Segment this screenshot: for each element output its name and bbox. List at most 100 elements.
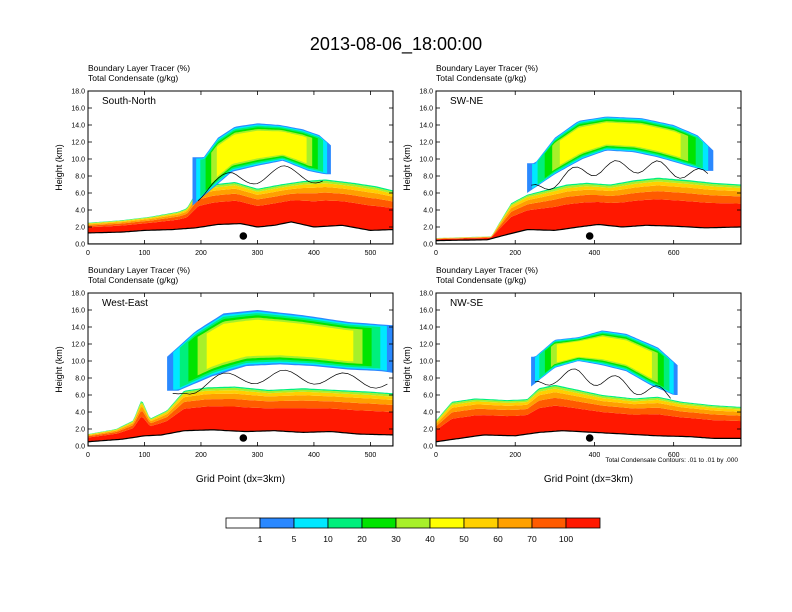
panel-nw-se: 0.0 2.0 4.0 6.0 8.0 10.0 12.0 14.0 16.0 18.0 0 200 4… xyxy=(402,265,742,485)
panel-west-east: 0.0 2.0 4.0 6.0 8.0 10.0 12.0 14.0 16.0 18.0 0 100 2… xyxy=(54,265,394,485)
y-tick-label: 4.0 xyxy=(75,410,85,417)
location-marker xyxy=(239,232,248,240)
tracer-band xyxy=(436,199,741,241)
tracer-band xyxy=(88,192,393,228)
y-tick-label: 18.0 xyxy=(71,291,85,298)
tracer-band xyxy=(436,385,741,422)
colorbar-swatch xyxy=(327,517,363,529)
tracer-band xyxy=(436,177,741,239)
y-tick-label: 10.0 xyxy=(419,157,433,164)
x-tick-label: 400 xyxy=(589,452,601,459)
y-axis-label: Height (km) xyxy=(402,144,412,191)
colorbar-label: 40 xyxy=(425,534,435,544)
colorbar-swatch xyxy=(497,517,533,529)
condensate-contour xyxy=(531,160,709,190)
y-tick-label: 6.0 xyxy=(423,191,433,198)
legend-tracer: Boundary Layer Tracer (%) xyxy=(88,265,190,275)
y-tick-label: 18.0 xyxy=(419,89,433,96)
plot-frame xyxy=(87,90,394,245)
y-tick-label: 16.0 xyxy=(419,308,433,315)
y-tick-label: 14.0 xyxy=(71,325,85,332)
panel-sw-ne: 0.0 2.0 4.0 6.0 8.0 10.0 12.0 14.0 16.0 18.0 0 200 4… xyxy=(402,63,742,257)
y-tick-label: 2.0 xyxy=(75,225,85,232)
y-tick-label: 12.0 xyxy=(71,342,85,349)
y-tick-label: 0.0 xyxy=(75,242,85,249)
y-tick-label: 16.0 xyxy=(71,308,85,315)
y-tick-label: 0.0 xyxy=(423,242,433,249)
y-tick-label: 2.0 xyxy=(75,427,85,434)
legend-condensate: Total Condensate (g/kg) xyxy=(436,275,526,285)
legend-tracer: Boundary Layer Tracer (%) xyxy=(436,63,538,73)
x-axis-label: Grid Point (dx=3km) xyxy=(196,474,285,485)
x-tick-label: 200 xyxy=(509,452,521,459)
x-tick-label: 400 xyxy=(308,250,320,257)
panel-south-north: 0.0 2.0 4.0 6.0 8.0 10.0 12.0 14.0 16.0 18.0 0 100 2… xyxy=(54,63,394,257)
x-tick-label: 500 xyxy=(365,452,377,459)
colorbar-label: 30 xyxy=(391,534,401,544)
x-axis-label: Grid Point (dx=3km) xyxy=(544,474,633,485)
anvil-band xyxy=(216,130,307,177)
tracer-band xyxy=(88,406,393,442)
condensate-contour xyxy=(534,368,671,399)
tracer-band xyxy=(436,405,741,442)
y-tick-label: 10.0 xyxy=(71,157,85,164)
y-tick-label: 2.0 xyxy=(423,427,433,434)
colorbar-swatch xyxy=(293,517,329,529)
legend-condensate: Total Condensate (g/kg) xyxy=(88,275,178,285)
anvil-band xyxy=(559,122,681,165)
colorbar-label: 1 xyxy=(258,534,263,544)
y-tick-label: 8.0 xyxy=(75,376,85,383)
y-axis-label: Height (km) xyxy=(402,346,412,393)
tracer-band xyxy=(436,386,741,423)
anvil-band xyxy=(556,336,652,379)
y-tick-label: 8.0 xyxy=(423,376,433,383)
y-tick-label: 10.0 xyxy=(71,359,85,366)
location-marker xyxy=(585,232,594,240)
y-tick-label: 12.0 xyxy=(71,140,85,147)
y-tick-label: 14.0 xyxy=(419,123,433,130)
y-tick-label: 8.0 xyxy=(423,174,433,181)
y-axis-label: Height (km) xyxy=(54,144,64,191)
colorbar-swatch xyxy=(463,517,499,529)
colorbar-label: 20 xyxy=(357,534,367,544)
legend-condensate: Total Condensate (g/kg) xyxy=(88,73,178,83)
y-tick-label: 8.0 xyxy=(75,174,85,181)
x-tick-label: 0 xyxy=(434,250,438,257)
legend-condensate: Total Condensate (g/kg) xyxy=(436,73,526,83)
tracer-band xyxy=(88,399,393,438)
x-tick-label: 100 xyxy=(139,250,151,257)
x-tick-label: 300 xyxy=(252,452,264,459)
plot-frame xyxy=(435,292,742,447)
tracer-band xyxy=(88,390,393,436)
tracer-band xyxy=(436,191,741,240)
y-tick-label: 14.0 xyxy=(419,325,433,332)
y-axis-label: Height (km) xyxy=(54,346,64,393)
x-tick-label: 0 xyxy=(434,452,438,459)
tracer-band xyxy=(436,179,741,239)
x-tick-label: 400 xyxy=(308,452,320,459)
y-tick-label: 4.0 xyxy=(423,410,433,417)
y-tick-label: 6.0 xyxy=(75,393,85,400)
terrain xyxy=(88,221,393,244)
y-tick-label: 12.0 xyxy=(419,342,433,349)
colorbar-swatch xyxy=(395,517,431,529)
colorbar-swatch xyxy=(531,517,567,529)
tracer-band xyxy=(436,181,741,239)
tracer-band xyxy=(436,392,741,427)
x-tick-label: 600 xyxy=(668,250,680,257)
tracer-band xyxy=(436,185,741,239)
figure-title: 2013-08-06_18:00:00 xyxy=(310,34,482,55)
panel-label: West-East xyxy=(102,298,148,309)
panel-label: NW-SE xyxy=(450,298,483,309)
tracer-band xyxy=(436,388,741,424)
tracer-band xyxy=(88,386,393,435)
x-tick-label: 0 xyxy=(86,452,90,459)
plot-frame xyxy=(87,292,394,447)
x-tick-label: 100 xyxy=(139,452,151,459)
colorbar-swatch xyxy=(429,517,465,529)
legend-tracer: Boundary Layer Tracer (%) xyxy=(88,63,190,73)
legend-tracer: Boundary Layer Tracer (%) xyxy=(436,265,538,275)
plot-frame xyxy=(435,90,742,245)
y-tick-label: 18.0 xyxy=(419,291,433,298)
